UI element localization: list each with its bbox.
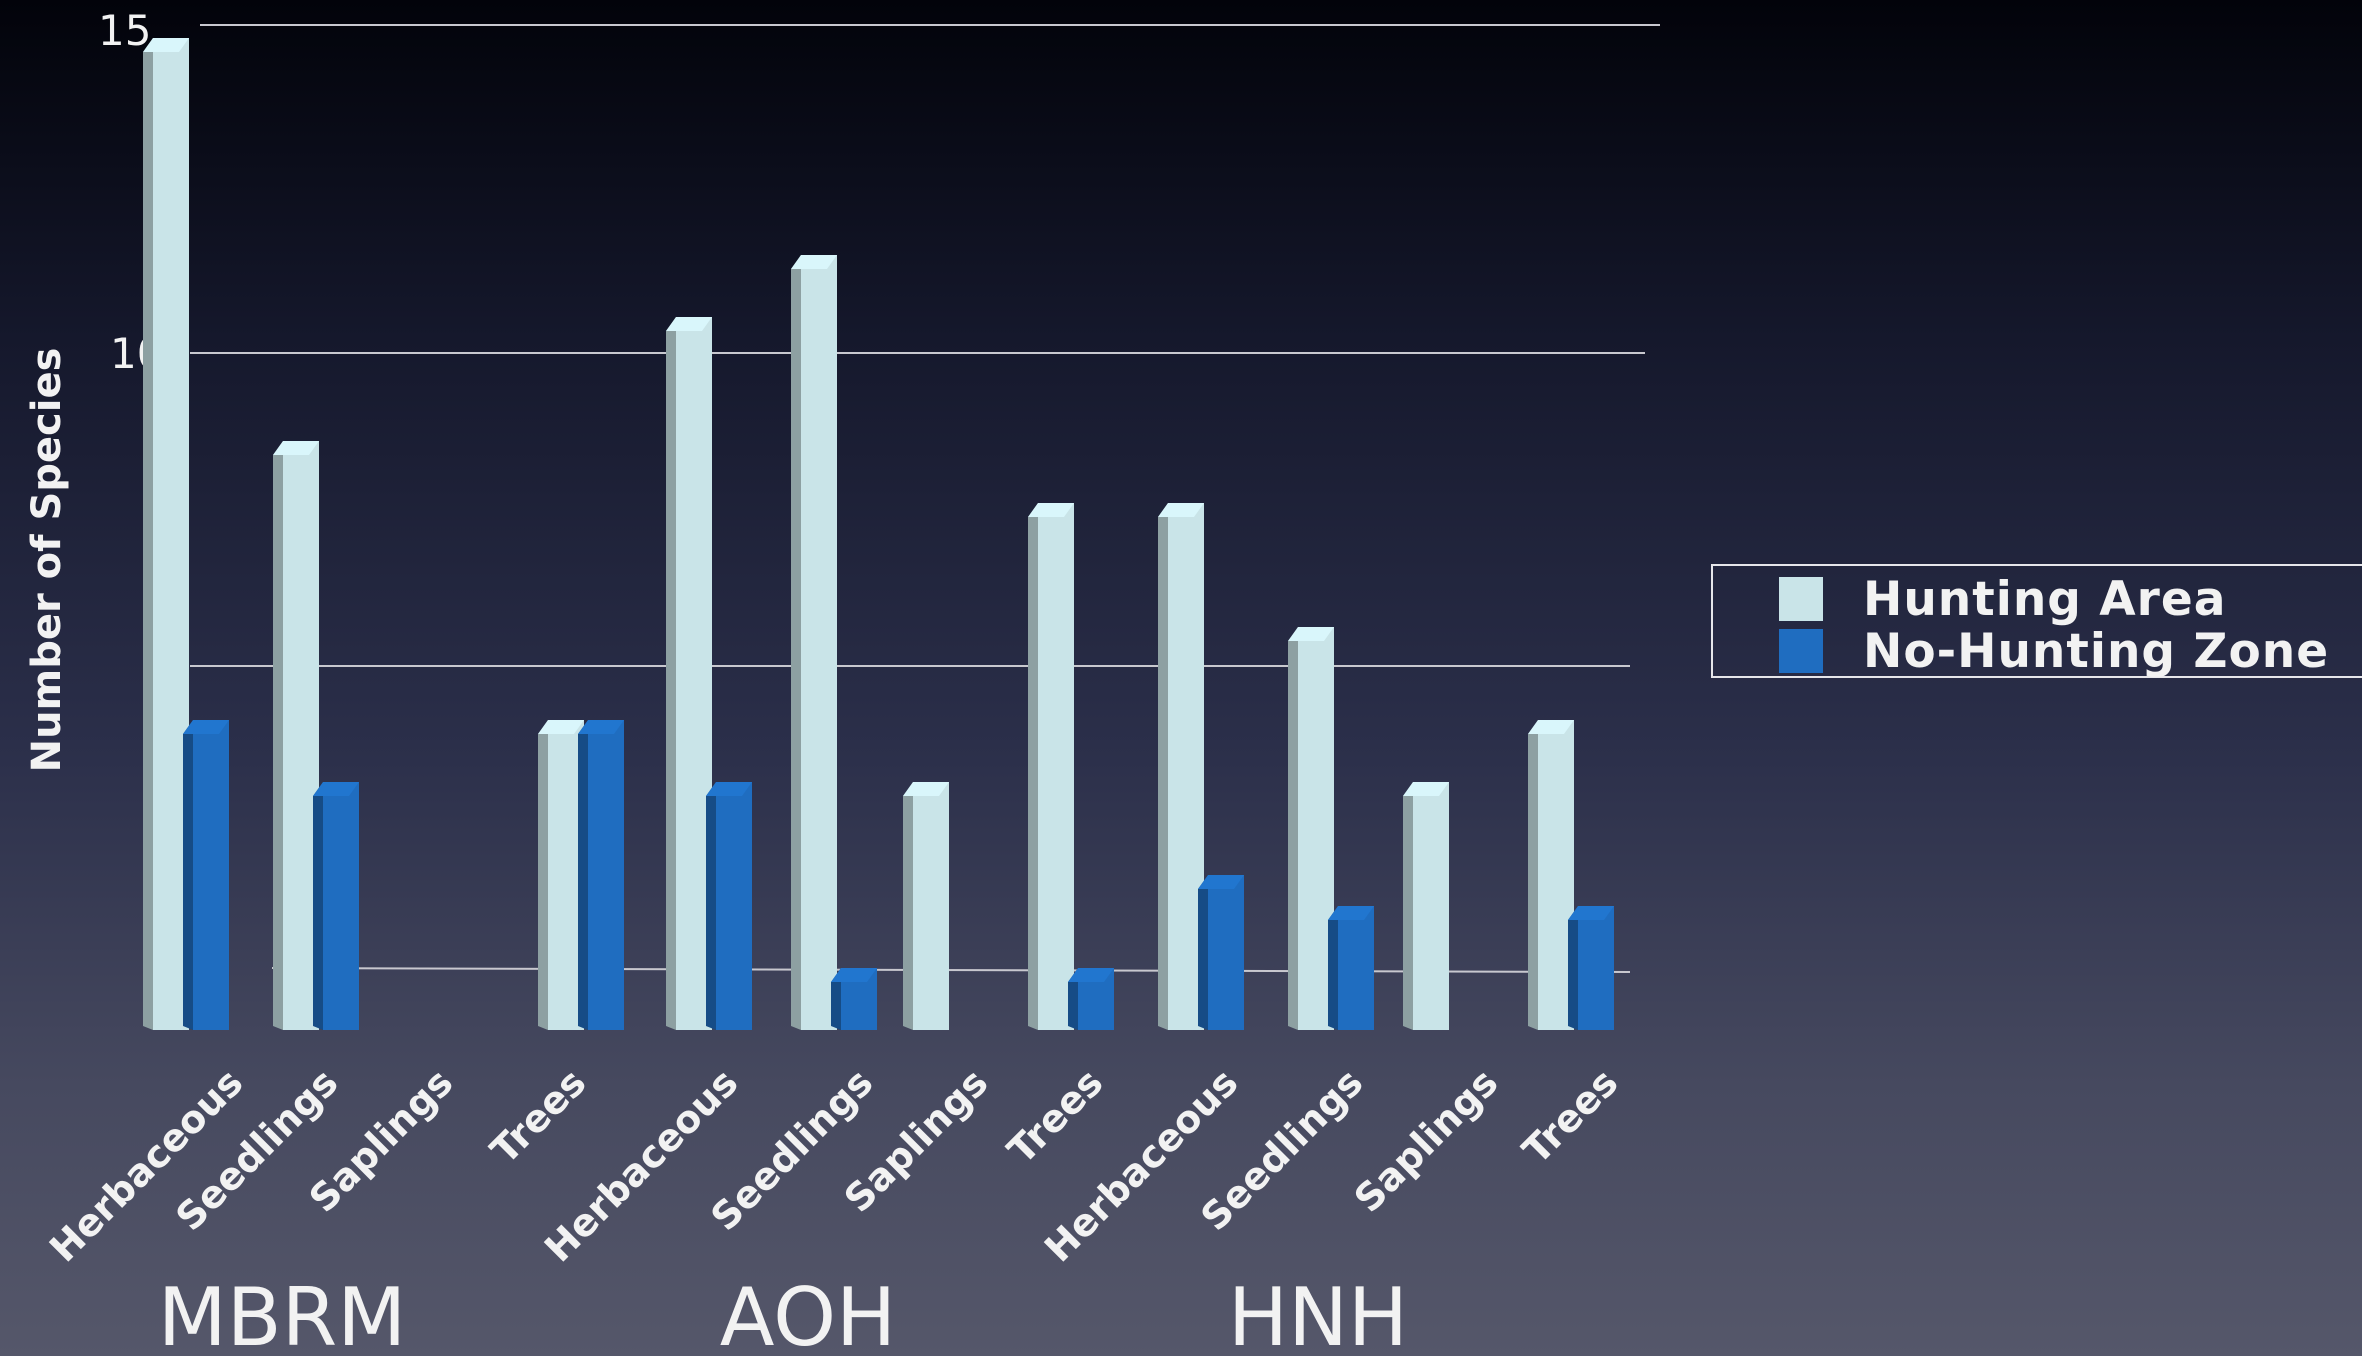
- group-label-aoh: AOH: [720, 1271, 896, 1356]
- bar-no-hunting-1: [183, 720, 229, 1030]
- bar-hunting-6: [791, 255, 837, 1030]
- legend: Hunting Area No-Hunting Zone: [1711, 564, 2362, 679]
- x-tick-label-4: Trees: [482, 1060, 594, 1172]
- bar-no-hunting-5: [706, 782, 752, 1030]
- bar-hunting-1: [143, 38, 189, 1030]
- legend-swatch-hunting-area: [1779, 577, 1823, 621]
- bar-no-hunting-10: [1328, 906, 1374, 1030]
- bar-hunting-10: [1288, 627, 1334, 1030]
- group-labels: MBRM AOH HNH: [158, 1271, 1408, 1356]
- legend-label-hunting-area: Hunting Area: [1863, 571, 2227, 627]
- bar-hunting-12: [1528, 720, 1574, 1030]
- bar-no-hunting-8: [1068, 968, 1114, 1030]
- group-label-mbrm: MBRM: [158, 1271, 407, 1356]
- bar-no-hunting-2: [313, 782, 359, 1030]
- bar-hunting-9: [1158, 503, 1204, 1030]
- bar-hunting-7: [903, 782, 949, 1030]
- bars: [143, 38, 1614, 1030]
- group-label-hnh: HNH: [1228, 1271, 1408, 1356]
- bar-no-hunting-6: [831, 968, 877, 1030]
- x-tick-label-12: Trees: [1514, 1060, 1626, 1172]
- bar-no-hunting-12: [1568, 906, 1614, 1030]
- x-tick-label-11: Saplings: [1346, 1060, 1507, 1221]
- bar-no-hunting-9: [1198, 875, 1244, 1030]
- bar-hunting-8: [1028, 503, 1074, 1030]
- legend-item-hunting-area: Hunting Area: [1779, 571, 2227, 627]
- legend-label-no-hunting-zone: No-Hunting Zone: [1863, 623, 2330, 679]
- x-tick-label-8: Trees: [999, 1060, 1111, 1172]
- bar-hunting-2: [273, 441, 319, 1030]
- legend-item-no-hunting-zone: No-Hunting Zone: [1779, 623, 2330, 679]
- legend-swatch-no-hunting-zone: [1779, 629, 1823, 673]
- y-axis-label: Number of Species: [24, 348, 70, 773]
- bar-hunting-4: [538, 720, 584, 1030]
- bar-hunting-5: [666, 317, 712, 1030]
- bar-no-hunting-4: [578, 720, 624, 1030]
- y-tick-label-15: 15: [98, 6, 151, 55]
- bar-hunting-11: [1403, 782, 1449, 1030]
